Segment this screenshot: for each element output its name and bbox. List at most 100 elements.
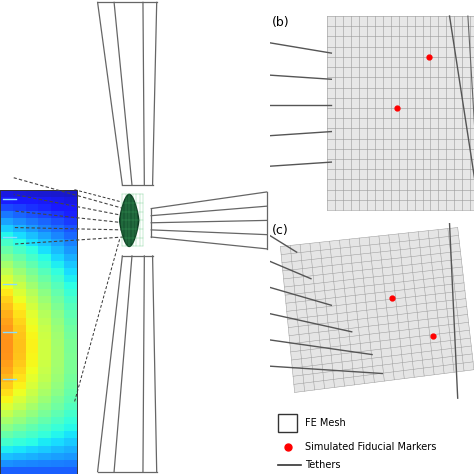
Bar	[38, 424, 51, 431]
Bar	[38, 460, 51, 467]
Text: (c): (c)	[272, 224, 289, 237]
Bar	[51, 197, 64, 204]
Bar	[64, 325, 77, 332]
Bar	[0, 360, 13, 367]
Bar	[64, 204, 77, 211]
Bar	[13, 289, 26, 296]
Bar	[51, 396, 64, 403]
Bar	[0, 225, 13, 232]
Bar	[38, 467, 51, 474]
Bar	[51, 325, 64, 332]
Bar	[13, 310, 26, 318]
Bar	[26, 190, 38, 197]
Bar	[26, 332, 38, 339]
Bar	[0, 403, 13, 410]
Bar	[26, 382, 38, 389]
Bar	[26, 268, 38, 275]
Bar	[38, 239, 51, 246]
Bar	[13, 382, 26, 389]
Bar	[26, 218, 38, 225]
Bar	[26, 339, 38, 346]
Bar	[13, 374, 26, 382]
Bar	[13, 190, 26, 197]
Bar	[26, 296, 38, 303]
Bar	[0, 460, 13, 467]
Bar	[0, 339, 13, 346]
Bar	[0, 332, 13, 339]
Polygon shape	[120, 194, 139, 246]
Bar	[51, 453, 64, 460]
Bar	[51, 403, 64, 410]
Bar	[26, 246, 38, 254]
Bar	[51, 310, 64, 318]
Bar	[38, 431, 51, 438]
Bar	[13, 303, 26, 310]
Bar	[13, 346, 26, 353]
Bar	[64, 374, 77, 382]
Bar	[64, 261, 77, 268]
Bar	[13, 239, 26, 246]
Bar	[26, 318, 38, 325]
Bar	[13, 225, 26, 232]
Bar	[26, 239, 38, 246]
Bar	[278, 414, 297, 432]
Bar	[64, 346, 77, 353]
Bar	[64, 225, 77, 232]
Bar	[0, 382, 13, 389]
Bar	[26, 275, 38, 282]
Bar	[26, 389, 38, 396]
Bar	[64, 339, 77, 346]
Bar	[13, 325, 26, 332]
Bar	[51, 275, 64, 282]
Bar	[26, 374, 38, 382]
Bar	[0, 239, 13, 246]
Bar	[64, 275, 77, 282]
Bar	[0, 268, 13, 275]
Bar	[13, 460, 26, 467]
Bar	[51, 318, 64, 325]
Bar	[38, 218, 51, 225]
Bar	[64, 268, 77, 275]
Bar	[38, 332, 51, 339]
Bar	[38, 246, 51, 254]
Bar	[51, 332, 64, 339]
Bar	[64, 211, 77, 218]
Bar	[38, 382, 51, 389]
Bar	[13, 204, 26, 211]
Bar	[26, 225, 38, 232]
Bar	[13, 254, 26, 261]
Bar	[26, 360, 38, 367]
Bar	[64, 332, 77, 339]
Bar	[38, 353, 51, 360]
Bar	[64, 246, 77, 254]
Bar	[51, 446, 64, 453]
Bar	[51, 296, 64, 303]
Bar	[38, 275, 51, 282]
Bar	[64, 424, 77, 431]
Bar	[0, 396, 13, 403]
Bar	[26, 438, 38, 446]
Bar	[26, 289, 38, 296]
Bar	[64, 353, 77, 360]
Bar	[51, 268, 64, 275]
Bar	[13, 218, 26, 225]
Bar	[51, 460, 64, 467]
Bar	[0, 346, 13, 353]
Bar	[13, 467, 26, 474]
Bar	[0, 310, 13, 318]
Bar	[0, 204, 13, 211]
Bar	[0, 410, 13, 417]
Bar	[64, 254, 77, 261]
Bar	[13, 431, 26, 438]
Bar	[13, 232, 26, 239]
Bar	[51, 303, 64, 310]
Bar	[13, 275, 26, 282]
Bar	[13, 403, 26, 410]
Bar	[51, 282, 64, 289]
Bar	[64, 403, 77, 410]
Bar	[13, 332, 26, 339]
Bar	[0, 246, 13, 254]
Bar	[13, 424, 26, 431]
Bar	[51, 417, 64, 424]
Bar	[26, 367, 38, 374]
